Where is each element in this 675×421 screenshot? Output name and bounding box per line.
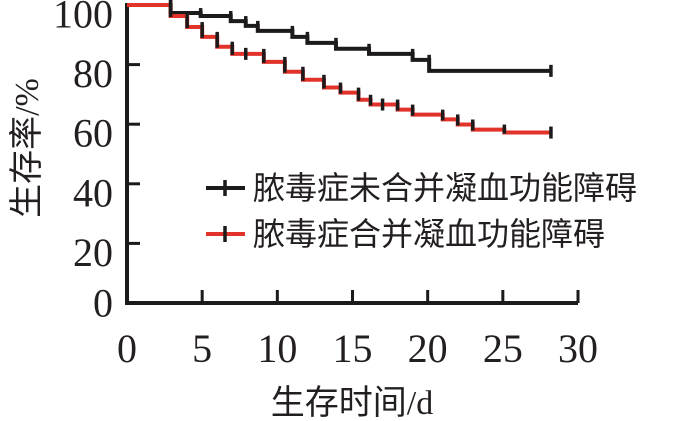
x-axis-tick-labels: 0 5 10 15 20 25 30	[117, 326, 598, 371]
x-axis-ticks	[200, 290, 580, 303]
x-axis-title: 生存时间/d	[271, 384, 433, 421]
legend: 脓毒症未合并凝血功能障碍 脓毒症合并凝血功能障碍	[206, 170, 637, 252]
y-axis-tick-labels: 0 20 40 60 80 100	[53, 0, 113, 326]
y-tick-label: 80	[73, 51, 113, 96]
y-tick-label: 40	[73, 170, 113, 215]
x-tick-label: 30	[558, 326, 598, 371]
y-axis-title: 生存率/%	[8, 78, 46, 218]
legend-label-no-coag: 脓毒症未合并凝血功能障碍	[253, 170, 637, 206]
censor-tick-marks	[168, 0, 553, 139]
y-tick-label: 20	[73, 230, 113, 275]
x-tick-label: 5	[192, 326, 212, 371]
x-tick-label: 20	[408, 326, 448, 371]
x-tick-label: 15	[333, 326, 373, 371]
x-tick-label: 10	[257, 326, 297, 371]
y-tick-label: 0	[93, 281, 113, 326]
y-tick-label: 60	[73, 111, 113, 156]
legend-label-coag: 脓毒症合并凝血功能障碍	[253, 216, 605, 252]
y-tick-label: 100	[53, 0, 113, 37]
km-curves	[127, 3, 551, 135]
km-curve-no-coag	[127, 3, 551, 73]
km-curve-coag	[127, 3, 551, 135]
x-tick-label: 0	[117, 326, 137, 371]
x-tick-label: 25	[483, 326, 523, 371]
